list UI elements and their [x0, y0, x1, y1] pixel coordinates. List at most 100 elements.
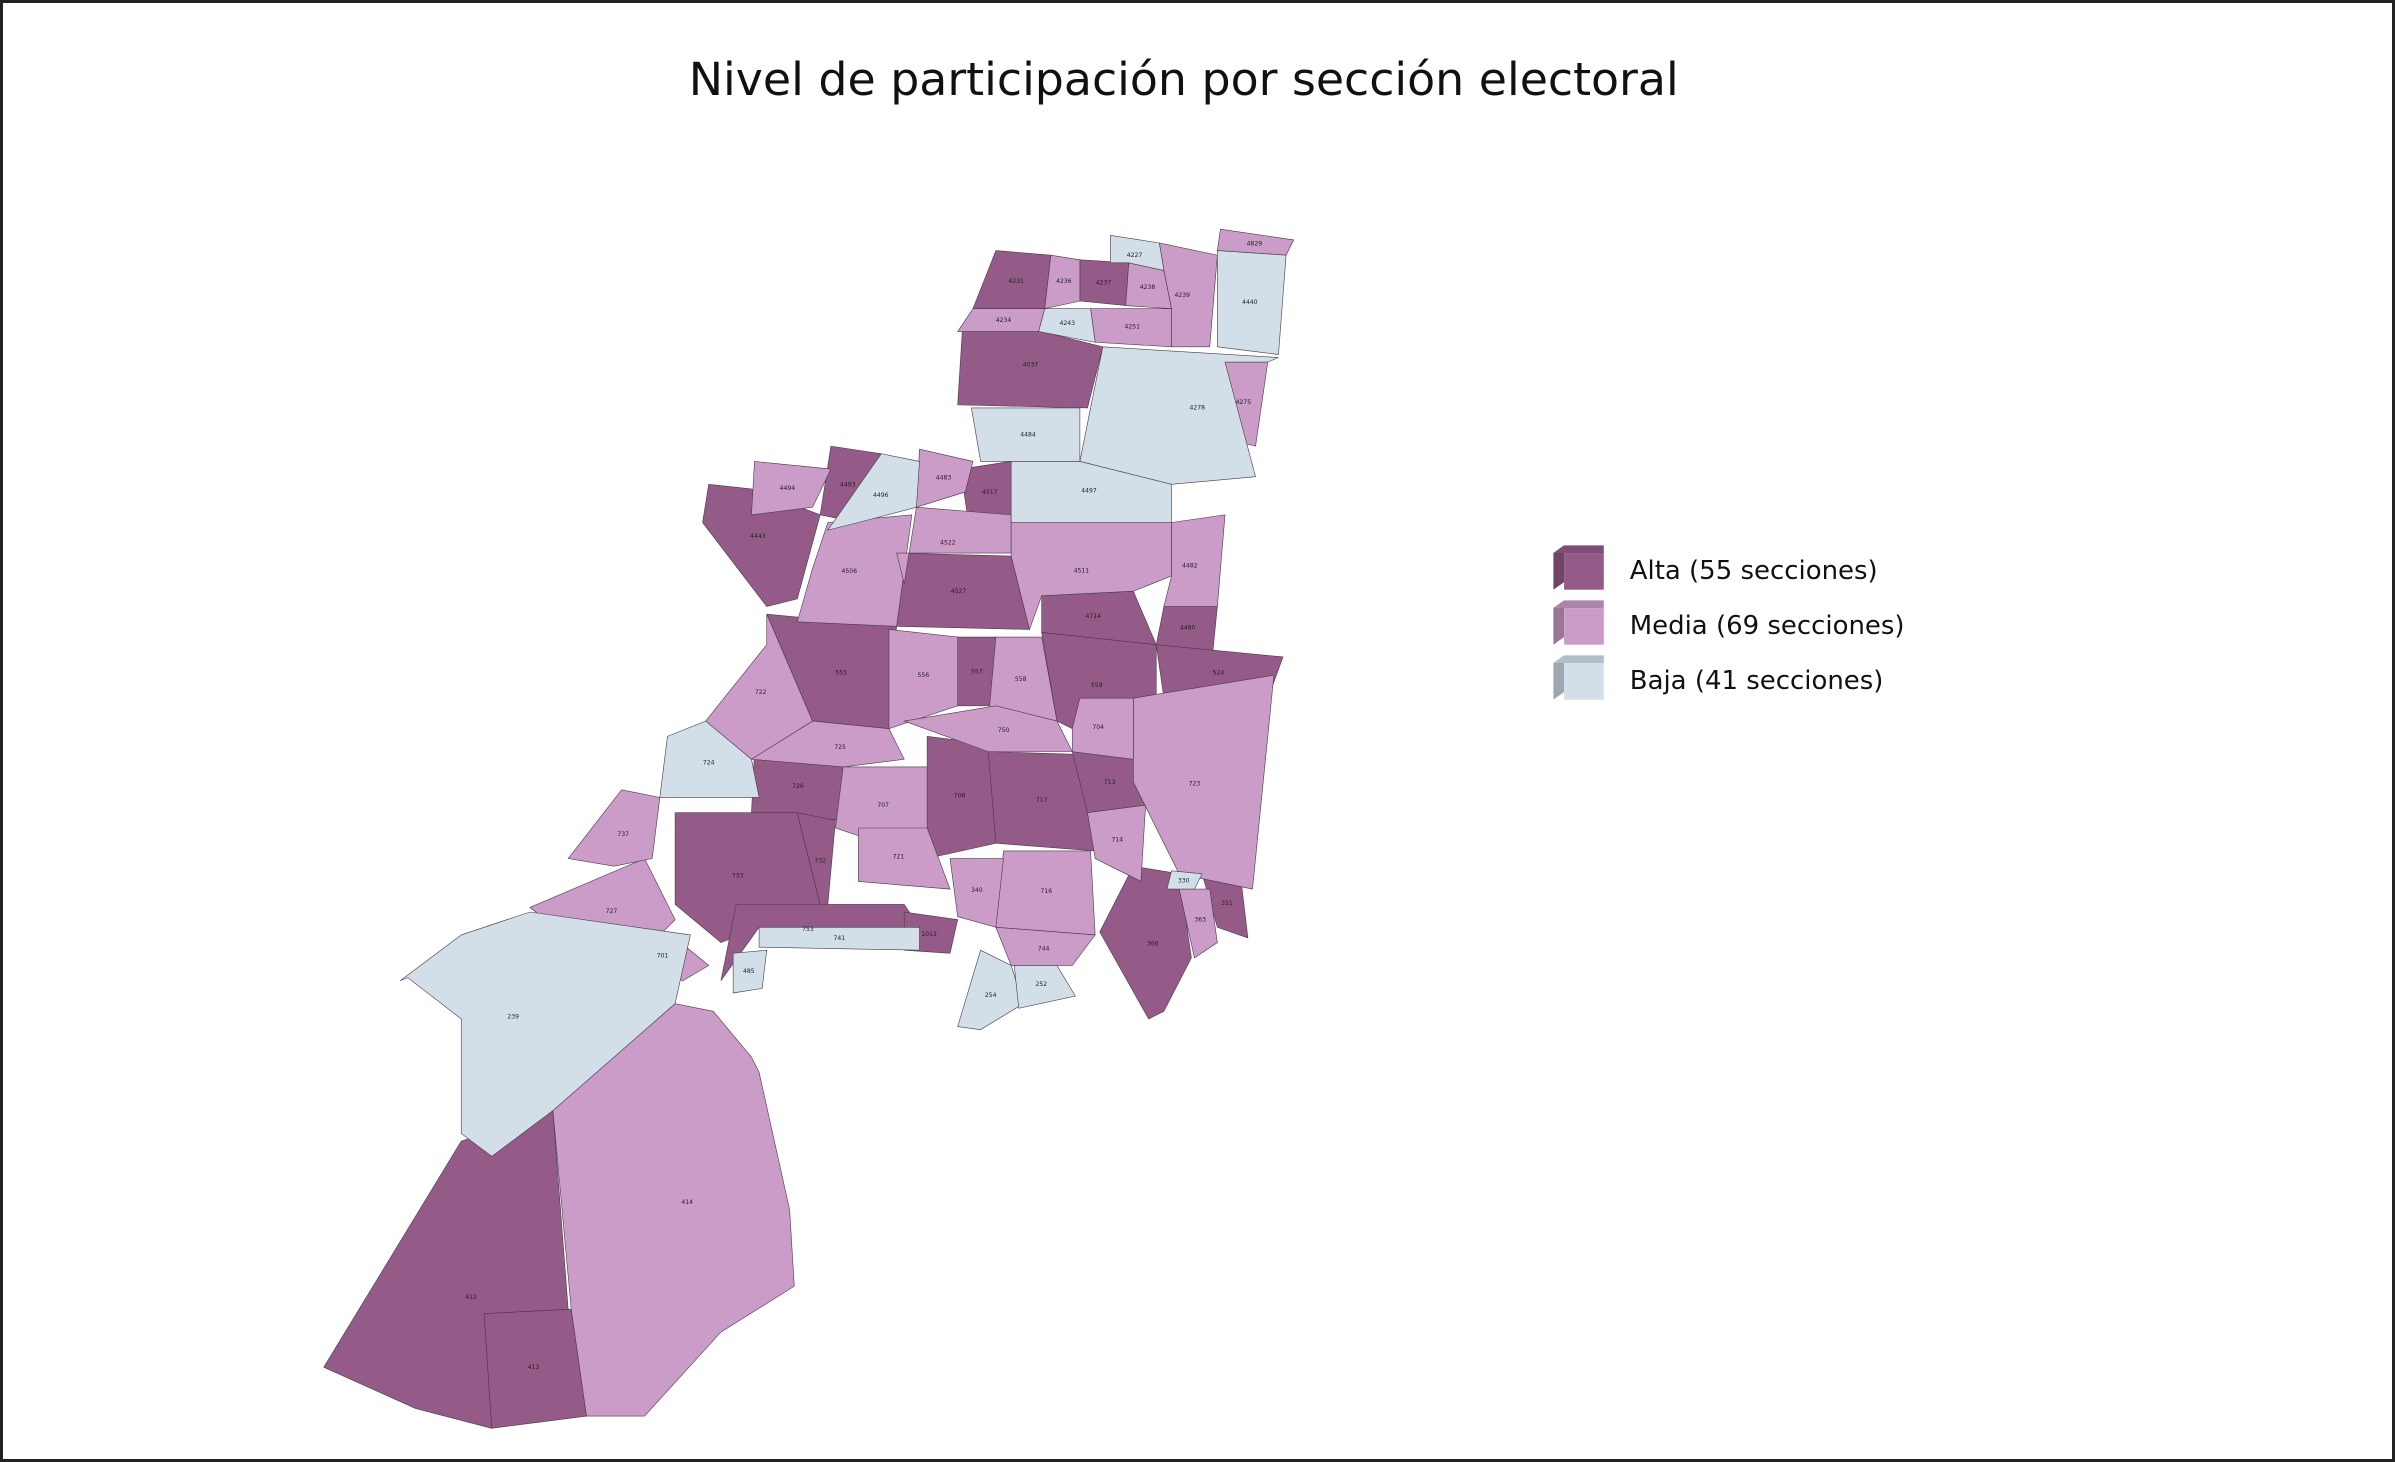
section-label: 558	[1015, 676, 1027, 683]
section-region	[827, 453, 920, 531]
section-region	[903, 705, 1073, 752]
section-label: 737	[617, 831, 629, 838]
section-label: 4517	[982, 489, 998, 496]
section-label: 4497	[1081, 487, 1097, 494]
section-region	[659, 720, 760, 798]
legend-label: Baja (41 secciones)	[1630, 666, 1884, 696]
map: Nivel de participación por sección elect…	[323, 52, 1905, 1429]
legend-label: Media (69 secciones)	[1630, 611, 1905, 641]
section-region	[1178, 888, 1218, 959]
section-label: 4493	[840, 481, 856, 488]
section-label: 4511	[1074, 568, 1090, 575]
section-label: 4239	[1174, 292, 1190, 299]
section-label: 741	[833, 935, 845, 942]
section-label: 723	[1189, 781, 1201, 788]
section-label: 732	[814, 857, 826, 864]
section-label: 717	[1036, 797, 1048, 804]
section-region	[732, 949, 768, 994]
section-label: 753	[802, 926, 814, 933]
section-label: 1013	[921, 931, 937, 938]
section-region	[796, 514, 913, 627]
section-label: 722	[755, 689, 767, 696]
section-label: 4494	[780, 485, 796, 492]
section-region	[1166, 870, 1203, 890]
section-region	[1044, 254, 1081, 310]
section-label: 414	[681, 1199, 693, 1206]
section-label: 744	[1038, 945, 1050, 952]
legend-swatch	[1564, 663, 1604, 700]
section-label: 4506	[841, 568, 857, 575]
section-region	[567, 789, 661, 867]
section-label: 252	[1035, 981, 1047, 988]
section-label: 557	[971, 668, 983, 675]
section-label: 556	[917, 672, 929, 679]
section-label: 366	[1147, 940, 1159, 947]
section-region	[1133, 674, 1275, 890]
section-region	[751, 461, 832, 516]
section-label: 4237	[1096, 279, 1112, 286]
section-label: 733	[732, 872, 744, 879]
section-label: 725	[834, 744, 846, 751]
section-label: 4527	[951, 588, 967, 595]
section-label: 4496	[873, 492, 889, 499]
section-label: 4278	[1190, 404, 1206, 411]
section-label: 330	[1178, 878, 1190, 885]
section-region	[1038, 308, 1096, 343]
legend-swatch	[1564, 608, 1604, 645]
section-label: 4443	[750, 533, 766, 540]
section-region	[1087, 804, 1146, 882]
section-label: 412	[465, 1294, 477, 1301]
legend-swatch	[1564, 553, 1604, 590]
section-label: 4829	[1247, 241, 1263, 248]
legend-swatch-side	[1553, 545, 1565, 590]
section-region	[702, 483, 821, 607]
section-label: 351	[1221, 900, 1233, 907]
section-label: 727	[606, 908, 618, 915]
section-region	[1010, 461, 1172, 523]
section-label: 485	[743, 968, 755, 975]
section-label: 559	[1091, 682, 1103, 689]
section-label: 239	[507, 1013, 519, 1020]
section-region	[1110, 234, 1165, 271]
section-label: 724	[703, 759, 715, 766]
section-region	[858, 827, 951, 890]
section-region	[552, 1003, 795, 1417]
legend-swatch-side	[1553, 655, 1565, 700]
section-label: 726	[792, 783, 804, 790]
section-label: 4234	[996, 317, 1012, 324]
map-title: Nivel de participación por sección elect…	[689, 52, 1679, 106]
section-region	[957, 949, 1024, 1030]
section-label: 4238	[1140, 284, 1156, 291]
section-region	[1013, 965, 1076, 1009]
section-label: 4037	[1023, 362, 1039, 369]
section-label: 4714	[1085, 613, 1101, 620]
section-label: 4483	[936, 474, 952, 481]
section-label: 4231	[1008, 278, 1024, 285]
section-label: 555	[835, 670, 847, 677]
legend-swatch-top	[1553, 600, 1604, 609]
legend-label: Alta (55 secciones)	[1630, 556, 1878, 586]
section-label: 4251	[1124, 324, 1140, 331]
section-region	[1163, 514, 1226, 607]
section-region	[758, 926, 920, 951]
section-region	[957, 331, 1104, 409]
section-label: 363	[1194, 917, 1206, 924]
section-label: 713	[1104, 779, 1116, 786]
section-label: 340	[971, 887, 983, 894]
section-label: 4236	[1056, 278, 1072, 285]
section-label: 701	[657, 952, 669, 959]
section-label: 4243	[1060, 320, 1076, 327]
section-region	[750, 720, 905, 768]
section-region	[888, 629, 958, 730]
section-label: 413	[528, 1364, 540, 1371]
section-region	[896, 506, 1012, 584]
section-label: 4275	[1236, 399, 1252, 406]
section-label: 708	[954, 793, 966, 800]
section-label: 254	[985, 992, 997, 999]
legend-swatch-top	[1553, 545, 1604, 554]
section-label: 4480	[1180, 625, 1196, 632]
section-label: 704	[1092, 724, 1104, 731]
section-label: 750	[998, 727, 1010, 734]
section-label: 4522	[940, 539, 956, 546]
